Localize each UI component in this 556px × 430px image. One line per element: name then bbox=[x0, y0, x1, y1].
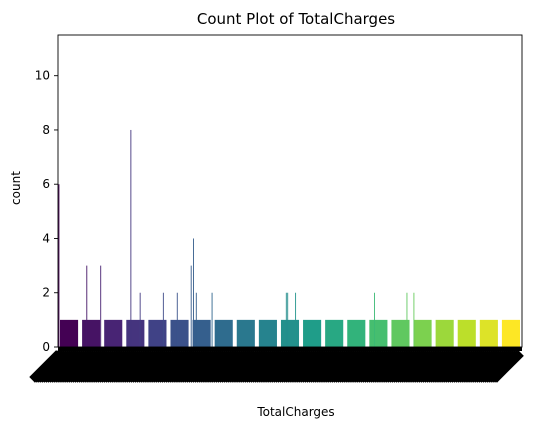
x-tick-band bbox=[58, 347, 522, 351]
bar-spike bbox=[295, 292, 297, 347]
bar-spike bbox=[100, 265, 102, 347]
bar-baseline bbox=[479, 319, 498, 347]
y-tick-label: 6 bbox=[42, 177, 50, 191]
bar-spike bbox=[287, 292, 289, 347]
bar-baseline bbox=[60, 319, 79, 347]
bar-baseline bbox=[501, 319, 520, 347]
bar-spike bbox=[193, 238, 194, 347]
bar-baseline bbox=[236, 319, 255, 347]
x-axis-label: TotalCharges bbox=[256, 405, 334, 419]
bar-spike bbox=[374, 292, 375, 347]
bar-baseline bbox=[126, 319, 145, 347]
bar-baseline bbox=[280, 319, 300, 347]
bar-spike bbox=[285, 292, 287, 347]
x-tick-label-mark bbox=[491, 350, 524, 383]
bar-spike bbox=[195, 292, 197, 347]
bar-baseline bbox=[435, 319, 454, 347]
bar-baseline bbox=[170, 319, 189, 347]
bars-layer bbox=[58, 129, 520, 347]
bar-baseline bbox=[303, 319, 322, 347]
bar-baseline bbox=[192, 319, 211, 347]
bar-spike bbox=[413, 292, 415, 347]
bar-spike bbox=[86, 265, 88, 347]
bar-spike bbox=[162, 292, 164, 347]
bar-baseline bbox=[457, 319, 476, 347]
y-tick-label: 10 bbox=[35, 69, 50, 83]
bar-spike bbox=[211, 292, 213, 347]
plot-frame bbox=[57, 34, 523, 348]
y-tick-label: 2 bbox=[42, 286, 50, 300]
bar-baseline bbox=[148, 319, 167, 347]
bar-spike bbox=[406, 292, 408, 347]
bar-baseline bbox=[369, 319, 388, 347]
bar-baseline bbox=[391, 319, 410, 347]
x-tick-label bbox=[491, 350, 524, 383]
y-axis: 0 2 4 6 8 10 bbox=[35, 69, 58, 354]
bar-spike bbox=[139, 292, 141, 347]
bar-spike bbox=[58, 184, 60, 347]
chart-title: Count Plot of TotalCharges bbox=[197, 10, 395, 28]
x-axis-tick-labels bbox=[29, 347, 524, 383]
bar-spike bbox=[190, 265, 192, 347]
bar-baseline bbox=[82, 319, 101, 347]
bar-spike bbox=[176, 292, 178, 347]
y-tick-label: 4 bbox=[42, 231, 50, 245]
bar-baseline bbox=[347, 319, 366, 347]
bar-baseline bbox=[413, 319, 432, 347]
y-tick-label: 0 bbox=[42, 340, 50, 354]
bar-baseline bbox=[258, 319, 277, 347]
bar-baseline bbox=[214, 319, 233, 347]
y-axis-label: count bbox=[9, 171, 23, 205]
bar-spike bbox=[130, 129, 132, 347]
y-tick-label: 8 bbox=[42, 123, 50, 137]
bar-baseline bbox=[325, 319, 344, 347]
bar-baseline bbox=[104, 319, 123, 347]
